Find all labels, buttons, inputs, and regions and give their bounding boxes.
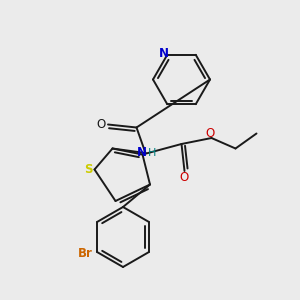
Text: O: O [97, 118, 106, 131]
Text: O: O [206, 127, 214, 140]
Text: S: S [84, 163, 92, 176]
Text: N: N [159, 47, 169, 60]
Text: O: O [180, 171, 189, 184]
Text: N: N [137, 146, 147, 160]
Text: H: H [148, 148, 156, 158]
Text: Br: Br [78, 247, 93, 260]
